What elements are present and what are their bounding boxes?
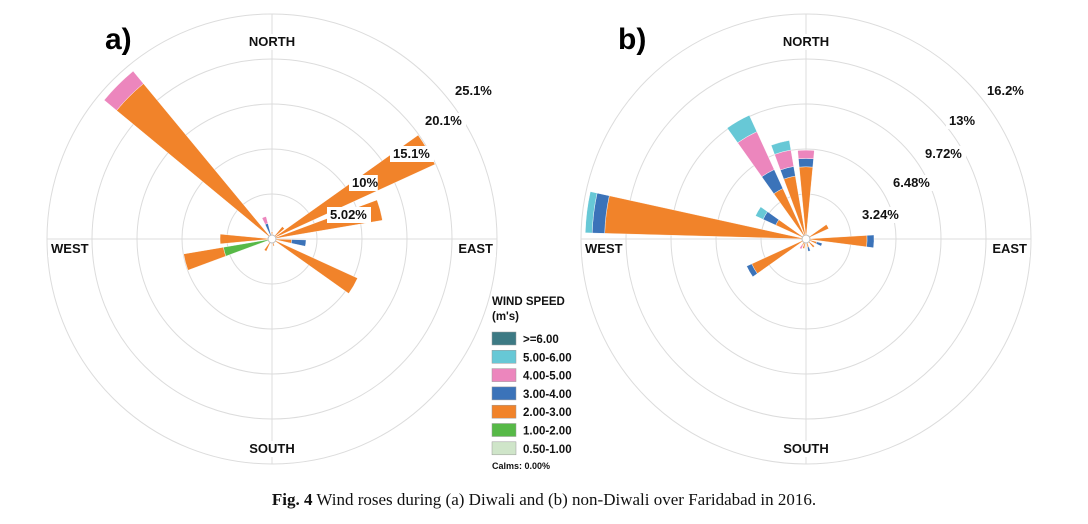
legend-label-6: 1.00-2.00 (523, 426, 572, 438)
direction-label-east: EAST (458, 241, 493, 256)
direction-bg-west (48, 241, 90, 257)
petal-0-seg-2 (797, 149, 815, 160)
ring-label-bg-4 (422, 113, 466, 129)
legend-swatch-7 (491, 441, 517, 456)
direction-label-north: NORTH (783, 34, 829, 49)
ring-label-bg-2 (890, 175, 934, 191)
ring-label-3: 15.1% (393, 146, 430, 161)
petal-277-seg-2 (585, 191, 598, 234)
caption-text: Wind roses during (a) Diwali and (b) non… (312, 490, 817, 509)
panel-label-a: a) (105, 23, 132, 56)
petal-270-seg-0 (219, 233, 273, 245)
direction-label-east: EAST (992, 241, 1027, 256)
ring-label-4: 13% (949, 113, 975, 128)
direction-label-south: SOUTH (249, 441, 295, 456)
legend-swatch-4 (491, 386, 517, 401)
ring-label-bg-3 (922, 146, 966, 162)
direction-bg-east (454, 241, 496, 257)
ring-label-1: 5.02% (330, 207, 367, 222)
ring-label-bg-1 (327, 207, 371, 223)
petal-92-seg-0 (805, 235, 868, 248)
direction-bg-south (246, 441, 298, 457)
legend-label-7: 0.50-1.00 (523, 444, 572, 456)
legend-items: >=6.00 5.00-6.00 4.00-5.00 3.00-4.00 2.00-3.… (491, 331, 572, 456)
caption-prefix: Fig. 4 (271, 490, 313, 509)
legend-title-line2: (m's) (492, 311, 519, 323)
ring-label-bg-3 (390, 146, 434, 162)
petal-340-seg-1 (261, 216, 269, 225)
petal-315-seg-0 (116, 83, 273, 240)
ring-label-bg-1 (859, 207, 903, 223)
direction-label-south: SOUTH (783, 441, 829, 456)
direction-bg-west (582, 241, 624, 257)
petal-110-seg-1 (815, 241, 823, 247)
legend-label-4: 3.00-4.00 (523, 389, 572, 401)
ring-label-bg-5 (984, 83, 1028, 99)
legend-swatch-2 (491, 350, 517, 364)
direction-bg-south (780, 441, 832, 457)
legend-swatch-5 (491, 404, 517, 419)
panel-label-b: b) (618, 23, 646, 56)
legend-swatch-3 (491, 368, 517, 382)
petal-120-seg-0 (271, 238, 358, 294)
petal-165-seg-1 (807, 246, 811, 252)
ring-label-2: 10% (352, 175, 378, 190)
direction-label-north: NORTH (249, 34, 295, 49)
legend-swatch-1 (491, 331, 517, 346)
direction-bg-east (988, 241, 1030, 257)
petal-330-seg-3 (726, 114, 758, 144)
legend-label-1: >=6.00 (523, 334, 559, 346)
legend-calms: Calms: 0.00% (492, 461, 550, 471)
legend-label-2: 5.00-6.00 (523, 352, 572, 364)
petal-92-seg-1 (866, 234, 875, 248)
petal-240-seg-0 (751, 238, 807, 274)
legend-label-5: 2.00-3.00 (523, 407, 572, 419)
petal-255-seg-1 (183, 246, 227, 271)
ring-label-bg-5 (452, 83, 496, 99)
petal-300-seg-2 (755, 206, 768, 220)
legend-label-3: 4.00-5.00 (523, 371, 572, 383)
ring-label-4: 20.1% (425, 113, 462, 128)
ring-label-2: 6.48% (893, 175, 930, 190)
ring-label-5: 16.2% (987, 83, 1024, 98)
direction-label-west: WEST (585, 241, 623, 256)
rose-center (267, 234, 277, 244)
petal-315-seg-1 (103, 70, 144, 111)
legend-swatch-6 (491, 423, 517, 437)
direction-label-west: WEST (51, 241, 89, 256)
ring-label-5: 25.1% (455, 83, 492, 98)
petal-210-seg-1 (799, 244, 804, 250)
rose-center (801, 234, 811, 244)
petal-345-seg-3 (770, 140, 792, 155)
petal-60-seg-0 (805, 224, 829, 240)
direction-bg-north (780, 34, 832, 50)
ring-label-bg-4 (946, 113, 975, 129)
wind-rose-chart: 5.02% 10% 15.1% 20.1% 25.1% NORTH EAST SOUTH WES… (46, 13, 1032, 471)
ring-label-3: 9.72% (925, 146, 962, 161)
ring-label-1: 3.24% (862, 207, 899, 222)
direction-bg-north (246, 34, 298, 50)
petal-97-seg-1 (291, 239, 307, 247)
petal-0-seg-1 (798, 158, 814, 168)
ring-label-bg-2 (349, 175, 378, 191)
legend-title-line1: WIND SPEED (492, 296, 565, 308)
legend: WIND SPEED (m's) >=6.00 5.00-6.00 4.00-5.0… (491, 296, 572, 471)
wind-rose-panel-b: 3.24% 6.48% 9.72% 13% 16.2% NORTH EAST SOUTH WES… (580, 13, 1032, 465)
petal-240-seg-1 (746, 263, 758, 278)
figure-caption: Fig. 4 Wind roses during (a) Diwali and … (0, 490, 1088, 510)
wind-rose-panel-a: 5.02% 10% 15.1% 20.1% 25.1% NORTH EAST SOUTH WES… (46, 13, 498, 465)
